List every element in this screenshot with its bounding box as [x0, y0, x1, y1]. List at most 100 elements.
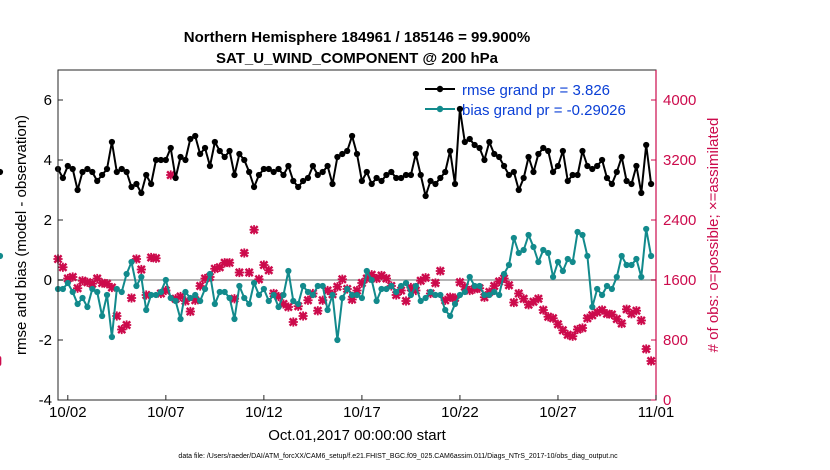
bias-point — [319, 282, 326, 290]
bias-point — [74, 300, 81, 308]
rmse-point — [255, 171, 263, 179]
bias-point — [373, 297, 380, 305]
rmse-point — [172, 174, 179, 182]
rmse-point — [427, 177, 434, 185]
bias-point — [393, 288, 400, 296]
rmse-point — [275, 165, 282, 173]
assimilated-marker — [249, 225, 259, 235]
rmse-point — [231, 171, 238, 179]
x-axis-label: Oct.01,2017 00:00:00 start — [268, 427, 446, 444]
rmse-point — [638, 189, 645, 197]
rmse-point — [216, 147, 223, 155]
y-right-tick-label: 1600 — [663, 272, 696, 289]
assimilated-marker — [68, 272, 78, 282]
bias-point — [334, 336, 341, 344]
bias-point — [447, 312, 454, 320]
y-right-tick-label: 4000 — [663, 92, 696, 109]
bias-point — [500, 270, 508, 278]
assimilated-marker — [175, 291, 186, 302]
bias-point — [133, 282, 140, 290]
rmse-point — [647, 180, 655, 188]
rmse-point — [133, 180, 140, 188]
legend-bias-marker — [436, 105, 444, 113]
bias-point — [383, 285, 390, 293]
bias-point — [564, 255, 571, 263]
x-tick-label: 10/17 — [343, 404, 381, 421]
bias-point — [471, 282, 478, 290]
rmse-point — [143, 171, 150, 179]
assimilated-marker — [430, 278, 441, 288]
rmse-point — [643, 141, 650, 149]
rmse-point — [353, 150, 361, 158]
bias-point — [99, 312, 106, 320]
rmse-point — [329, 180, 336, 188]
rmse-series-layer — [0, 105, 655, 200]
bias-point — [89, 285, 96, 293]
rmse-point — [500, 162, 508, 170]
rmse-point — [633, 162, 640, 170]
rmse-point — [383, 171, 390, 179]
rmse-point — [118, 165, 125, 173]
bias-point — [510, 234, 517, 242]
y-right-tick-label: 3200 — [663, 152, 696, 169]
bias-point — [598, 291, 606, 299]
bias-point — [231, 315, 238, 323]
assimilated-marker — [185, 306, 195, 317]
rmse-point — [564, 177, 571, 185]
bias-point — [162, 276, 169, 284]
rmse-point — [422, 192, 429, 200]
rmse-point — [113, 168, 120, 176]
plot-area — [57, 69, 657, 401]
rmse-point — [246, 168, 253, 176]
rmse-point — [476, 144, 483, 152]
bias-point — [157, 288, 165, 296]
rmse-point — [466, 135, 473, 143]
bias-point — [378, 285, 385, 293]
assimilated-marker — [254, 274, 264, 284]
bias-point — [299, 282, 307, 290]
bias-point — [260, 285, 267, 293]
y-tick-label: -2 — [39, 332, 52, 349]
bias-point — [226, 294, 233, 302]
rmse-point — [241, 156, 248, 164]
assimilated-marker — [234, 267, 244, 278]
bias-point — [520, 246, 527, 254]
bias-point — [206, 270, 214, 278]
y-right-tick-label: 2400 — [663, 212, 696, 229]
assimilated-marker — [538, 305, 548, 315]
bias-point — [348, 291, 356, 299]
bias-point — [246, 300, 253, 308]
rmse-point — [530, 168, 537, 176]
rmse-point — [628, 180, 635, 188]
plot-frame — [57, 69, 657, 401]
rmse-point — [608, 180, 615, 188]
rmse-point — [584, 162, 591, 170]
x-tick-label: 10/22 — [441, 404, 479, 421]
bias-point — [594, 285, 601, 293]
rmse-point — [64, 162, 71, 170]
rmse-point — [613, 168, 620, 176]
rmse-point — [574, 171, 581, 179]
bias-point — [628, 261, 635, 269]
bias-point — [138, 273, 145, 281]
bias-point — [143, 306, 150, 314]
rmse-point — [280, 171, 287, 179]
bias-point — [118, 288, 125, 296]
bias-point — [432, 291, 439, 299]
bias-point — [221, 288, 228, 296]
assimilated-marker — [577, 323, 588, 333]
y-right-tick-label: 800 — [663, 332, 688, 349]
bias-point — [569, 258, 576, 266]
assimilated-marker — [244, 267, 254, 278]
rmse-point — [236, 150, 243, 158]
bias-point — [339, 294, 346, 302]
bias-point — [329, 291, 336, 299]
bias-point — [589, 303, 596, 311]
rmse-point — [182, 156, 189, 164]
bias-point — [412, 282, 419, 290]
rmse-point — [373, 174, 380, 182]
bias-point — [152, 291, 160, 299]
assimilated-marker — [631, 306, 641, 316]
rmse-point — [157, 156, 165, 164]
bias-point — [422, 294, 429, 302]
